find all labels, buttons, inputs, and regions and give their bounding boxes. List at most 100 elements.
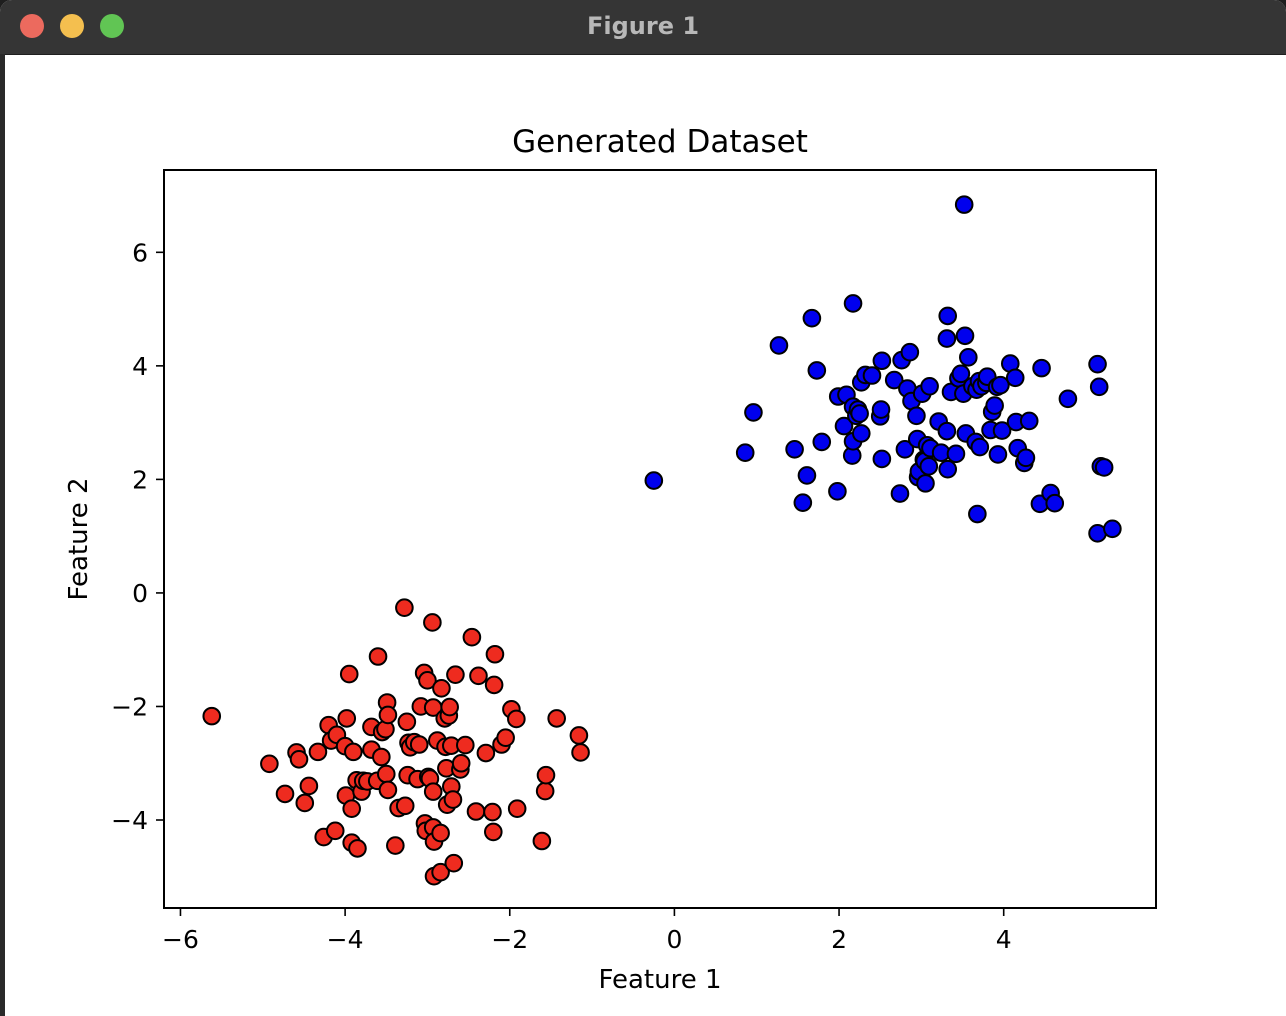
data-point [812, 432, 832, 452]
data-point [793, 493, 813, 512]
zoom-window-button[interactable] [100, 14, 124, 38]
y-axis-label: Feature 2 [64, 477, 94, 600]
data-point [890, 484, 910, 503]
x-tick-label: 0 [666, 925, 682, 954]
data-point [937, 421, 957, 441]
window-edge [0, 54, 5, 1016]
data-point [440, 697, 459, 717]
data-point [295, 793, 315, 813]
data-point [955, 326, 975, 346]
data-point [938, 459, 958, 479]
figure-canvas: Generated Dataset −6 −4 −2 0 2 4 −4 −2 0 2 4 6 Fea… [5, 55, 1286, 1016]
data-point [919, 457, 939, 476]
data-point [376, 764, 396, 784]
data-point [299, 776, 319, 796]
data-point [884, 370, 904, 390]
data-point [970, 437, 990, 457]
data-point [409, 735, 429, 754]
data-point [443, 790, 463, 809]
data-point [744, 403, 763, 422]
plot-frame [163, 169, 1157, 909]
data-point [395, 796, 415, 816]
data-point [769, 336, 789, 355]
data-point [951, 364, 971, 384]
data-point [466, 802, 486, 821]
data-point [386, 836, 405, 855]
x-tick-label: 4 [996, 925, 1012, 954]
y-axis: −4 −2 0 2 4 6 [111, 238, 164, 835]
data-point [571, 743, 590, 762]
data-point [851, 424, 871, 443]
minimize-window-button[interactable] [60, 14, 84, 38]
data-point [1045, 493, 1065, 513]
data-point [862, 366, 882, 385]
x-tick-label: −6 [162, 925, 199, 954]
data-point [938, 306, 958, 326]
data-point [372, 747, 391, 767]
data-point [507, 799, 527, 818]
data-point [991, 375, 1010, 395]
close-window-button[interactable] [20, 14, 44, 38]
data-point [797, 466, 817, 485]
data-point [535, 781, 555, 801]
data-point [1094, 458, 1114, 477]
data-point [344, 742, 363, 762]
data-point [532, 831, 552, 851]
x-tick-label: −4 [327, 925, 364, 954]
data-point [834, 416, 854, 436]
data-point [496, 728, 515, 747]
window-titlebar: Figure 1 [0, 0, 1286, 55]
data-point [992, 421, 1012, 440]
data-point [260, 754, 279, 774]
data-point [1088, 354, 1107, 374]
data-point [807, 361, 827, 380]
data-point [828, 482, 847, 501]
series-0-points [202, 598, 590, 886]
data-point [483, 822, 503, 842]
data-point [985, 396, 1004, 415]
data-point [325, 821, 345, 841]
data-point [1058, 389, 1078, 409]
series-1-points [644, 195, 1122, 543]
data-point [308, 742, 328, 762]
data-point [907, 406, 926, 426]
data-point [337, 709, 357, 728]
data-point [431, 862, 450, 882]
data-point [735, 443, 755, 463]
data-point [289, 749, 309, 769]
data-point [378, 780, 398, 800]
data-point [348, 839, 367, 858]
data-point [872, 351, 892, 371]
data-point [644, 471, 664, 490]
data-point [339, 664, 359, 684]
data-point [843, 294, 863, 313]
data-point [378, 705, 398, 725]
y-tick-label: 6 [132, 238, 148, 267]
data-point [476, 743, 496, 763]
data-point [1032, 358, 1051, 378]
data-point [895, 440, 915, 459]
data-point [988, 445, 1008, 464]
data-point [446, 665, 465, 684]
data-point [456, 735, 475, 755]
data-point [275, 784, 295, 804]
data-point [916, 474, 935, 493]
data-point [423, 613, 442, 632]
data-point [342, 799, 361, 818]
data-point [395, 598, 414, 617]
data-point [1089, 377, 1109, 397]
data-point [547, 709, 566, 728]
window-title: Figure 1 [586, 12, 700, 40]
data-point [483, 802, 502, 822]
y-tick-label: 4 [132, 352, 148, 381]
y-tick-label: 0 [132, 579, 148, 608]
data-point [872, 449, 892, 469]
data-point [202, 706, 222, 726]
data-point [1019, 411, 1039, 431]
data-point [1005, 368, 1025, 388]
data-point [1103, 519, 1122, 539]
y-tick-label: −2 [111, 692, 148, 721]
data-point [397, 712, 417, 732]
data-point [536, 765, 556, 785]
